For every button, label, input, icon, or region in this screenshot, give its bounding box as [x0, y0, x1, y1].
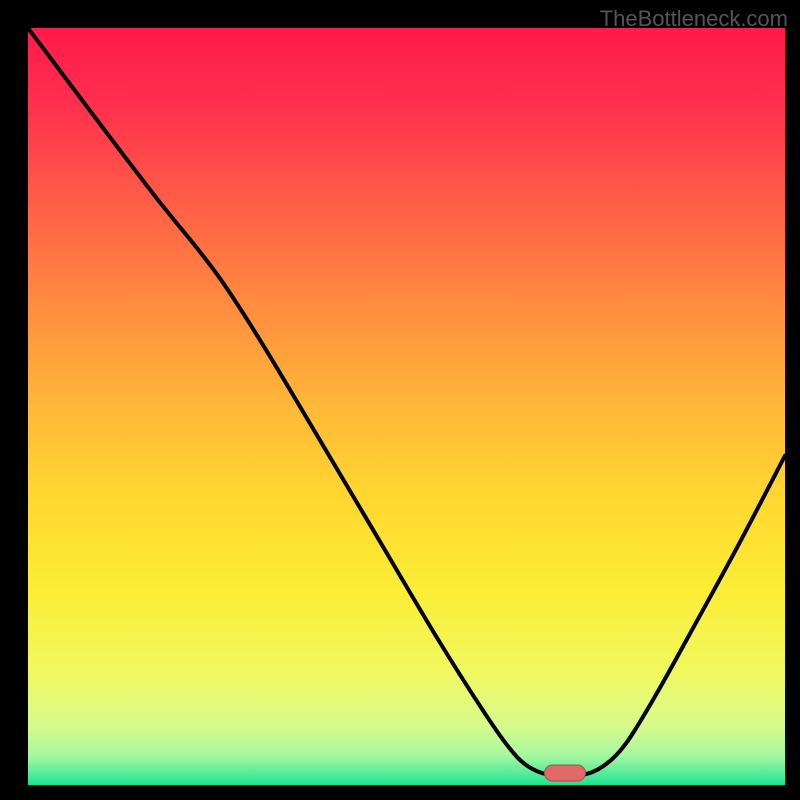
- curve-svg: [28, 28, 785, 785]
- watermark-text: TheBottleneck.com: [600, 6, 788, 32]
- chart-container: TheBottleneck.com: [0, 0, 800, 800]
- plot-area: [28, 28, 785, 785]
- optimal-marker: [544, 764, 586, 781]
- bottleneck-curve: [28, 28, 785, 776]
